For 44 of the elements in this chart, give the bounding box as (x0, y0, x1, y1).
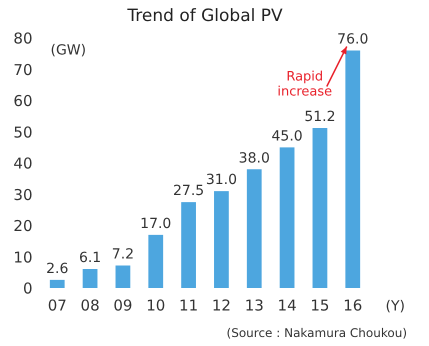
bar (82, 268, 98, 288)
y-tick-label: 40 (13, 154, 32, 172)
data-label: 51.2 (304, 109, 336, 125)
data-label: 7.2 (112, 246, 134, 262)
y-tick-label: 80 (13, 30, 32, 48)
bar (345, 50, 360, 288)
x-tick-label: 08 (80, 296, 100, 314)
x-tick-label: 12 (212, 296, 231, 314)
bar (214, 191, 229, 288)
data-label: 38.0 (238, 150, 270, 166)
data-label: 17.0 (140, 216, 172, 232)
bar (50, 280, 65, 288)
y-tick-label: 20 (13, 217, 32, 235)
data-label: 76.0 (337, 32, 368, 48)
data-label: 31.0 (206, 172, 238, 188)
y-tick-label: 30 (13, 186, 32, 204)
x-axis-title: (Y) (386, 298, 405, 314)
x-tick-label: 07 (48, 296, 67, 314)
data-label: 2.6 (46, 260, 68, 277)
y-tick-label: 70 (13, 60, 32, 79)
bar (312, 128, 328, 288)
y-tick-label: 60 (13, 92, 32, 110)
x-tick-label: 13 (244, 296, 264, 314)
x-tick-label: 15 (310, 296, 330, 314)
bar (148, 234, 164, 288)
y-tick-label: 50 (13, 123, 32, 142)
chart-title: Trend of Global PV (126, 6, 283, 26)
data-label: 6.1 (78, 250, 102, 266)
data-label: 27.5 (172, 183, 204, 200)
bar (246, 169, 262, 288)
x-tick-label: 16 (343, 296, 362, 314)
x-tick-label: 10 (146, 296, 166, 314)
data-label: 45.0 (272, 128, 303, 144)
annotation: Rapid increase (277, 70, 332, 100)
bar (116, 266, 130, 288)
y-axis-title: (GW) (50, 42, 86, 58)
x-tick-label: 11 (179, 296, 198, 314)
bar (181, 202, 196, 288)
y-tick-label: 10 (13, 248, 32, 266)
y-tick-label: 0 (22, 280, 32, 298)
x-tick-label: 14 (278, 296, 297, 314)
bar (280, 147, 294, 288)
x-tick-label: 09 (113, 296, 132, 314)
text: (Source : Nakamura Choukou) (226, 326, 407, 340)
